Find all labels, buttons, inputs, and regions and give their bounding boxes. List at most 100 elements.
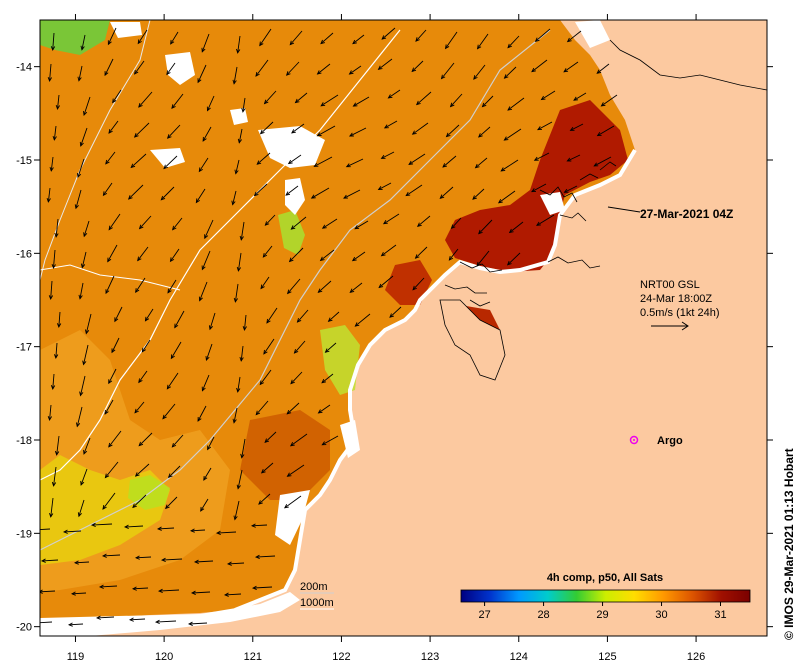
current-vector [189, 622, 208, 625]
current-vector [85, 313, 92, 334]
current-vector [165, 496, 178, 509]
current-vector [260, 121, 274, 134]
current-vector [108, 368, 117, 384]
current-vector [504, 128, 522, 141]
current-vector-head [290, 225, 296, 230]
current-vector-head [536, 221, 541, 226]
current-vector [156, 620, 177, 623]
current-vector [41, 559, 59, 562]
current-vector-head [259, 380, 265, 386]
current-vector-head [54, 232, 59, 238]
current-vector-head [236, 484, 241, 490]
current-vector-head [83, 232, 88, 238]
current-vector [112, 89, 122, 103]
current-vector [108, 430, 122, 448]
current-vector [157, 527, 175, 530]
timestamp-pointer [607, 206, 641, 213]
king-sound [439, 299, 506, 381]
current-vector [80, 127, 88, 147]
current-vector-head [476, 44, 482, 50]
x-tick-label: 121 [244, 651, 262, 663]
current-vector-head [56, 323, 62, 328]
current-vector-head [352, 39, 357, 45]
current-vector-head [239, 356, 244, 362]
current-vector [381, 27, 396, 40]
current-vector [378, 275, 394, 288]
current-vector-head [156, 526, 162, 531]
current-vector [168, 465, 181, 478]
current-vector-head [80, 45, 85, 51]
current-vector-head [105, 159, 110, 165]
current-vector-head [130, 163, 136, 169]
current-vector [541, 90, 556, 100]
current-vector-head [533, 156, 539, 161]
argo-float-icon [629, 435, 639, 445]
current-vector [76, 406, 83, 427]
current-vector [207, 95, 215, 111]
current-vector [259, 28, 272, 46]
current-vector-head [260, 284, 265, 290]
current-vector-head [382, 220, 388, 225]
current-vector-head [473, 75, 478, 80]
current-vector-head [250, 523, 256, 528]
current-vector-head [531, 188, 536, 193]
current-vector-head [154, 619, 160, 625]
current-vector-head [352, 102, 358, 107]
current-vector [78, 65, 83, 81]
cloud-gap-3 [150, 148, 185, 168]
current-vector [145, 308, 154, 322]
cloud-gap-10 [40, 592, 300, 636]
current-vector-head [534, 37, 540, 42]
current-vector [170, 341, 182, 359]
current-vector-head [105, 289, 110, 295]
current-vector-head [264, 221, 270, 226]
current-vector [108, 120, 119, 134]
current-vector-head [377, 186, 383, 190]
current-vector-head [75, 422, 81, 428]
current-vector [53, 466, 57, 486]
current-vector [202, 126, 212, 142]
ocean-sst-warm-coast [240, 410, 330, 500]
current-vector [207, 436, 215, 450]
current-vector [132, 494, 147, 508]
current-vector-head [201, 386, 206, 392]
current-vector-head [112, 98, 117, 104]
current-vector-head [289, 441, 295, 447]
current-vector [287, 278, 301, 294]
current-vector [411, 60, 424, 72]
current-vector-head [47, 416, 53, 421]
current-vector-head [198, 167, 203, 173]
current-vector-head [310, 194, 316, 199]
current-vector-head [138, 224, 144, 230]
current-vector [287, 464, 305, 477]
current-vector-head [569, 126, 575, 131]
current-vector [314, 156, 333, 167]
cloud-gap-7 [540, 192, 565, 215]
current-vector-head [111, 348, 116, 354]
current-vector-head [157, 588, 163, 594]
current-vector-head [321, 224, 327, 229]
current-vector [597, 125, 615, 136]
current-vector-head [226, 561, 232, 566]
current-vector [311, 187, 330, 199]
current-vector-head [440, 74, 446, 80]
current-vector [55, 342, 58, 358]
current-vector [68, 623, 84, 626]
current-vector [417, 215, 431, 227]
current-vector [56, 435, 60, 455]
current-vector [475, 157, 488, 169]
current-vector-head [259, 41, 264, 47]
current-vector-head [101, 553, 107, 558]
current-vector-head [205, 356, 210, 362]
current-vector-head [448, 255, 454, 261]
current-vector-head [262, 252, 268, 258]
current-vector [53, 125, 57, 140]
current-vector-head [202, 136, 207, 142]
current-vector-head [284, 504, 289, 509]
ocean-sst-green-patch-3 [278, 210, 305, 255]
current-vector-head [320, 102, 326, 107]
current-vector-head [171, 104, 176, 110]
current-vector [253, 586, 273, 589]
current-vector [200, 498, 209, 512]
current-vector-head [190, 590, 196, 595]
